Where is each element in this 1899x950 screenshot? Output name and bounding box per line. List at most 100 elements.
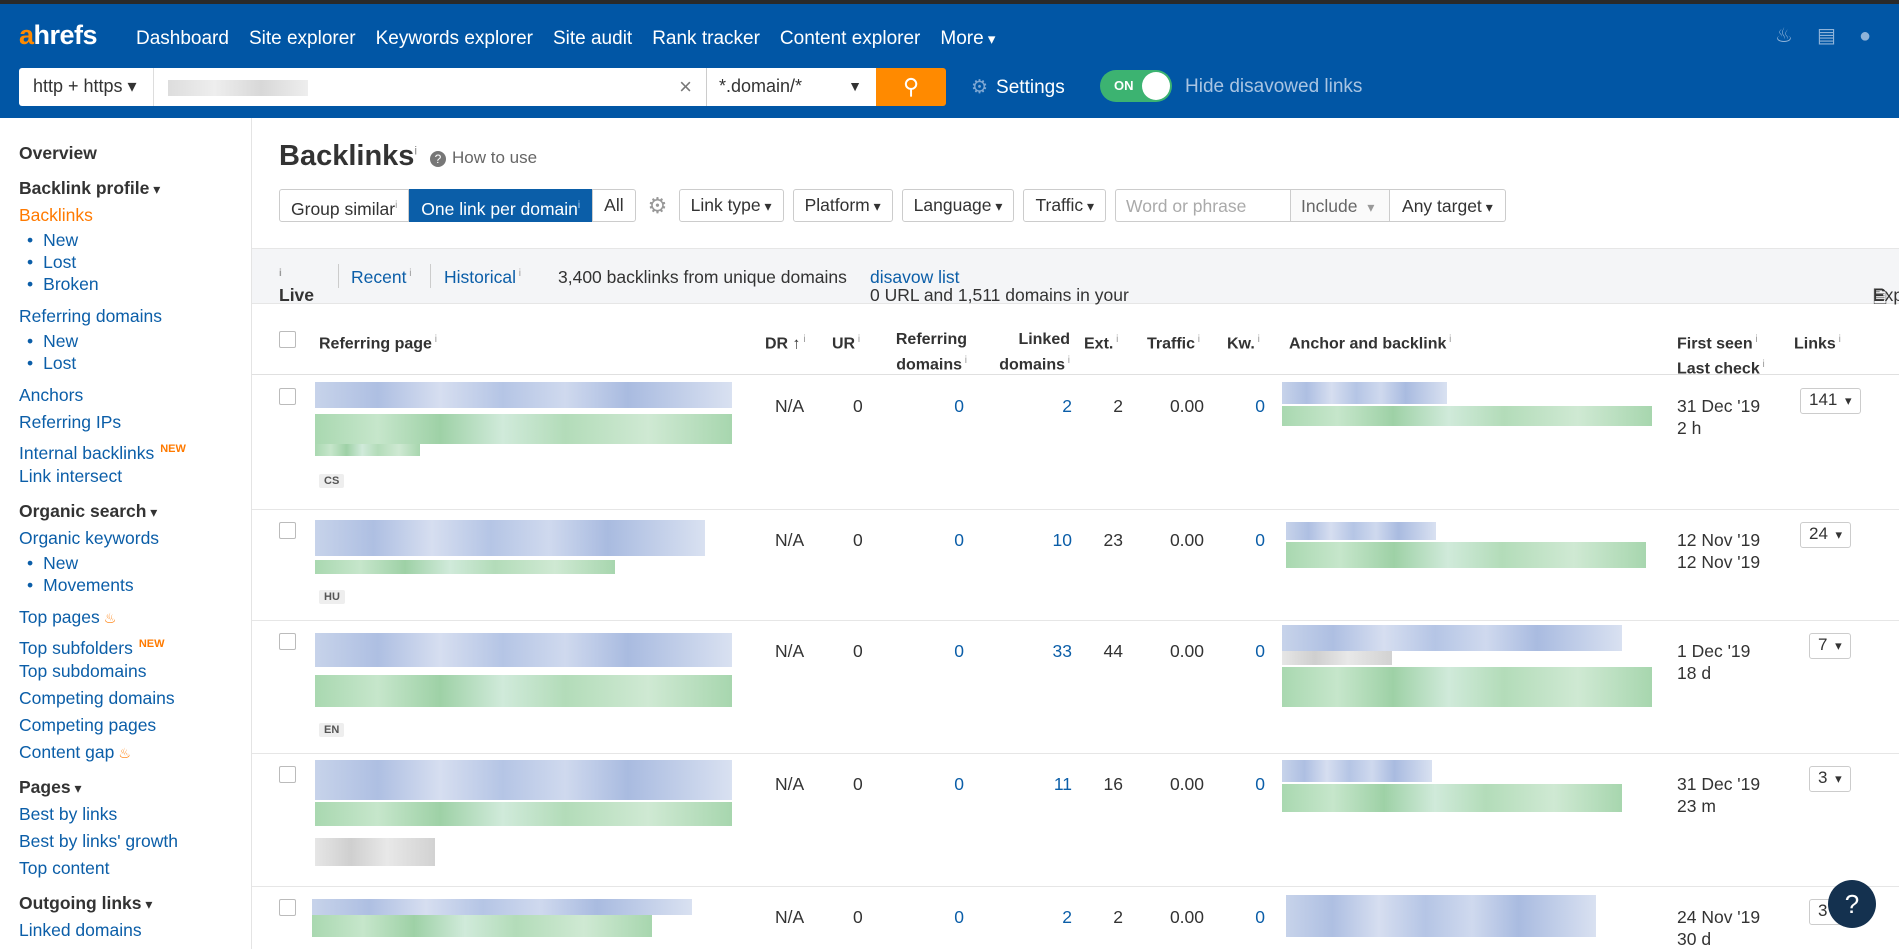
row-checkbox[interactable] <box>279 766 296 783</box>
cell-linked-domains[interactable]: 2 <box>1022 396 1072 417</box>
sidebar-outgoing-links[interactable]: Outgoing links <box>19 890 251 917</box>
row-checkbox[interactable] <box>279 522 296 539</box>
sidebar-rd-new[interactable]: New <box>43 331 78 351</box>
bell-icon[interactable]: ♨ <box>1775 26 1795 46</box>
sidebar-best-by-links-growth[interactable]: Best by links' growth <box>19 831 178 851</box>
nav-more[interactable]: More <box>940 28 995 50</box>
nav-site-explorer[interactable]: Site explorer <box>249 28 356 50</box>
user-icon[interactable]: ● <box>1859 26 1879 46</box>
tab-recent[interactable]: Recent i <box>351 267 411 288</box>
sidebar-linked-domains[interactable]: Linked domains <box>19 920 142 940</box>
sidebar-link-intersect[interactable]: Link intersect <box>19 466 122 486</box>
blurred-backlink-url[interactable] <box>1286 542 1646 568</box>
blurred-referring-page-url[interactable] <box>315 560 615 574</box>
sidebar-organic-keywords[interactable]: Organic keywords <box>19 528 159 548</box>
platform-dropdown[interactable]: Platform <box>793 189 893 222</box>
select-all-checkbox[interactable] <box>279 331 296 348</box>
phrase-input[interactable]: Word or phrase <box>1115 189 1290 222</box>
group-similar-button[interactable]: Group similari <box>279 189 409 222</box>
sidebar-overview[interactable]: Overview <box>19 140 251 167</box>
ahrefs-logo[interactable]: ahrefs <box>19 20 97 51</box>
sidebar-referring-ips[interactable]: Referring IPs <box>19 412 121 432</box>
cell-referring-domains[interactable]: 0 <box>902 641 964 662</box>
blurred-referring-page-title[interactable] <box>312 899 692 915</box>
blurred-anchor[interactable] <box>1282 625 1622 651</box>
links-dropdown[interactable]: 7 <box>1809 633 1851 659</box>
link-type-dropdown[interactable]: Link type <box>679 189 784 222</box>
sidebar-competing-domains[interactable]: Competing domains <box>19 688 175 708</box>
sidebar-pages[interactable]: Pages <box>19 774 251 801</box>
nav-keywords-explorer[interactable]: Keywords explorer <box>376 28 533 50</box>
clear-icon[interactable]: × <box>679 74 692 100</box>
cell-referring-domains[interactable]: 0 <box>902 907 964 928</box>
sidebar-backlink-profile[interactable]: Backlink profile <box>19 175 251 202</box>
links-dropdown[interactable]: 3 <box>1809 766 1851 792</box>
cell-linked-domains[interactable]: 33 <box>1022 641 1072 662</box>
search-button[interactable]: ⚲ <box>876 68 946 106</box>
cell-referring-domains[interactable]: 0 <box>902 396 964 417</box>
blurred-backlink-url[interactable] <box>1282 667 1652 707</box>
cell-kw[interactable]: 0 <box>1237 396 1265 417</box>
blurred-anchor[interactable] <box>1282 382 1447 404</box>
sidebar-internal-backlinks[interactable]: Internal backlinks <box>19 443 154 463</box>
col-dr[interactable]: DR ↑ i <box>765 329 806 354</box>
how-to-use-link[interactable]: ? How to use <box>430 148 537 168</box>
sidebar-top-subfolders[interactable]: Top subfolders <box>19 638 133 658</box>
gear-icon[interactable]: ⚙ <box>648 189 670 222</box>
row-checkbox[interactable] <box>279 899 296 916</box>
sidebar-top-subdomains[interactable]: Top subdomains <box>19 661 146 681</box>
notebook-icon[interactable]: ▤ <box>1817 26 1837 46</box>
row-checkbox[interactable] <box>279 388 296 405</box>
sidebar-backlinks-broken[interactable]: Broken <box>43 274 98 294</box>
sidebar-competing-pages[interactable]: Competing pages <box>19 715 156 735</box>
sidebar-anchors[interactable]: Anchors <box>19 385 83 405</box>
cell-kw[interactable]: 0 <box>1237 774 1265 795</box>
cell-kw[interactable]: 0 <box>1237 530 1265 551</box>
sidebar-backlinks-new[interactable]: New <box>43 230 78 250</box>
cell-referring-domains[interactable]: 0 <box>902 774 964 795</box>
sidebar-backlinks[interactable]: Backlinks <box>19 202 251 229</box>
tab-live[interactable]: Live i <box>279 267 282 288</box>
col-ext[interactable]: Ext. i <box>1084 329 1118 354</box>
target-url-input[interactable]: × <box>153 68 706 106</box>
col-ur[interactable]: UR i <box>832 329 860 354</box>
sidebar-content-gap[interactable]: Content gap <box>19 742 114 762</box>
cell-linked-domains[interactable]: 10 <box>1022 530 1072 551</box>
one-link-per-domain-button[interactable]: One link per domaini <box>409 189 592 222</box>
sidebar-best-by-links[interactable]: Best by links <box>19 804 117 824</box>
all-button[interactable]: All <box>592 189 635 222</box>
cell-referring-domains[interactable]: 0 <box>902 530 964 551</box>
include-dropdown[interactable]: Include <box>1290 189 1390 222</box>
sidebar-organic-search[interactable]: Organic search <box>19 498 251 525</box>
col-anchor[interactable]: Anchor and backlink i <box>1289 329 1451 354</box>
tab-historical[interactable]: Historical i <box>444 267 521 288</box>
col-referring-page[interactable]: Referring page i <box>319 329 437 354</box>
disavow-list-link[interactable]: disavow list <box>870 267 959 287</box>
blurred-anchor[interactable] <box>1286 895 1596 937</box>
col-first-seen[interactable]: First seen i Last check i <box>1677 329 1765 380</box>
blurred-referring-page-title[interactable] <box>315 760 732 800</box>
sidebar-ok-new[interactable]: New <box>43 553 78 573</box>
cell-kw[interactable]: 0 <box>1237 641 1265 662</box>
traffic-dropdown[interactable]: Traffic <box>1023 189 1106 222</box>
blurred-referring-page-url[interactable] <box>315 675 732 707</box>
nav-content-explorer[interactable]: Content explorer <box>780 28 920 50</box>
help-chat-button[interactable]: ? <box>1828 880 1876 928</box>
blurred-referring-page-url[interactable] <box>315 414 732 444</box>
col-linked-domains[interactable]: Linked domains i <box>990 329 1070 375</box>
language-dropdown[interactable]: Language <box>902 189 1015 222</box>
sidebar-backlinks-lost[interactable]: Lost <box>43 252 76 272</box>
hide-disavowed-toggle[interactable]: ON <box>1100 70 1172 102</box>
nav-rank-tracker[interactable]: Rank tracker <box>652 28 760 50</box>
sidebar-top-pages[interactable]: Top pages <box>19 607 100 627</box>
nav-dashboard[interactable]: Dashboard <box>136 28 229 50</box>
blurred-anchor[interactable] <box>1286 522 1436 540</box>
sidebar-referring-domains[interactable]: Referring domains <box>19 306 162 326</box>
sidebar-top-content[interactable]: Top content <box>19 858 109 878</box>
blurred-referring-page-url[interactable] <box>315 802 732 826</box>
settings-button[interactable]: ⚙ Settings <box>971 76 1065 99</box>
protocol-select[interactable]: http + https ▾ <box>19 68 153 106</box>
links-dropdown[interactable]: 141 <box>1800 388 1861 414</box>
row-checkbox[interactable] <box>279 633 296 650</box>
blurred-referring-page-title[interactable] <box>315 633 732 667</box>
